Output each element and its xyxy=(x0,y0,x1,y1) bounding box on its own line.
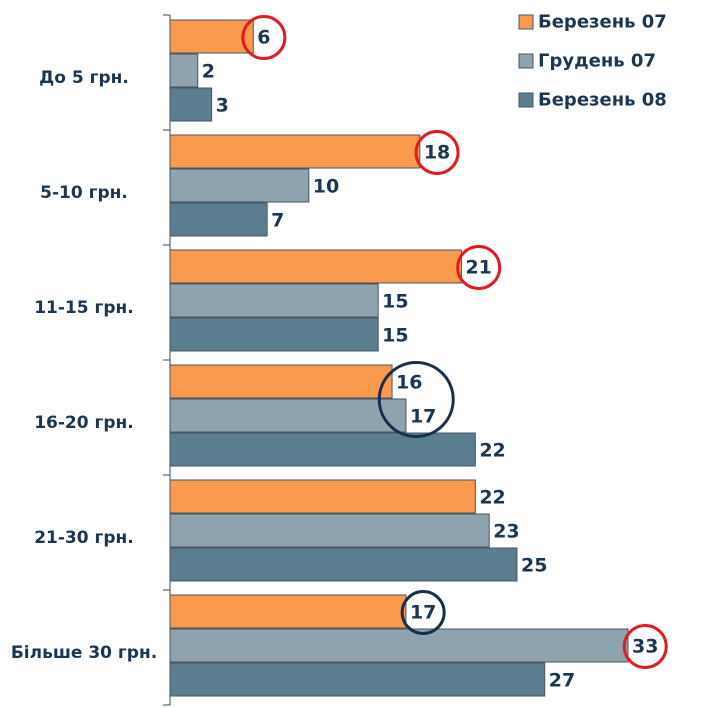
value-label: 22 xyxy=(479,487,505,509)
bar xyxy=(169,134,421,169)
value-label: 18 xyxy=(424,142,450,164)
category-label: До 5 грн. xyxy=(39,67,129,88)
value-label: 22 xyxy=(479,440,505,462)
highlight-circle xyxy=(377,361,455,438)
bar xyxy=(169,53,199,88)
bar xyxy=(169,19,254,54)
legend-swatch xyxy=(518,92,534,108)
bar xyxy=(169,283,379,318)
bar xyxy=(169,168,310,203)
bar xyxy=(169,628,629,663)
legend-label: Березень 07 xyxy=(538,12,667,33)
legend-swatch xyxy=(518,53,534,69)
bar xyxy=(169,317,379,352)
legend-label: Березень 08 xyxy=(538,90,667,111)
highlight-circle xyxy=(400,590,446,635)
category-label: 16-20 грн. xyxy=(34,412,134,433)
value-label: 33 xyxy=(632,636,658,658)
value-label: 15 xyxy=(382,325,408,347)
value-label: 16 xyxy=(396,372,422,394)
value-label: 10 xyxy=(313,176,339,198)
value-label: 25 xyxy=(521,555,547,577)
bar xyxy=(169,513,490,548)
value-label: 23 xyxy=(493,521,519,543)
value-label: 7 xyxy=(271,210,284,232)
bar xyxy=(169,364,393,399)
value-label: 3 xyxy=(216,95,229,117)
legend-label: Грудень 07 xyxy=(538,51,656,72)
bar xyxy=(169,432,476,467)
value-label: 6 xyxy=(257,27,270,49)
highlight-circle xyxy=(414,130,460,175)
category-label: Більше 30 грн. xyxy=(10,642,158,663)
highlight-circle xyxy=(622,624,668,669)
highlight-circle xyxy=(456,245,502,290)
category-label: 21-30 грн. xyxy=(34,527,134,548)
value-label: 15 xyxy=(382,291,408,313)
value-label: 17 xyxy=(410,406,436,428)
category-label: 5-10 грн. xyxy=(40,182,128,203)
bar xyxy=(169,547,518,582)
value-label: 27 xyxy=(549,670,575,692)
legend-swatch xyxy=(518,14,534,30)
value-label: 17 xyxy=(410,602,436,624)
bar xyxy=(169,479,476,514)
category-label: 11-15 грн. xyxy=(34,297,134,318)
value-label: 21 xyxy=(465,257,491,279)
value-label: 2 xyxy=(202,61,215,83)
highlight-circle xyxy=(241,15,287,60)
bar xyxy=(169,87,213,122)
bar xyxy=(169,202,268,237)
bar xyxy=(169,398,407,433)
bar xyxy=(169,594,407,629)
bar xyxy=(169,249,462,284)
bar xyxy=(169,662,546,697)
